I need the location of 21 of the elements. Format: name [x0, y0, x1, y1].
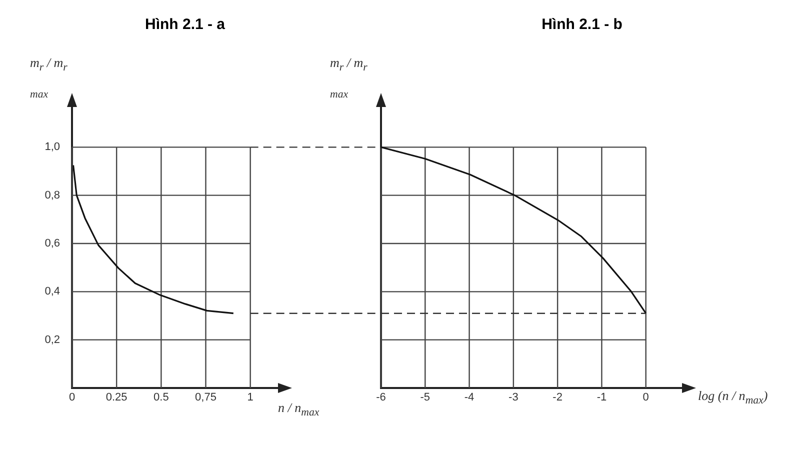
x-tick-label: -6 [376, 392, 386, 404]
x-tick-label: -4 [464, 392, 474, 404]
x-tick-label: -5 [420, 392, 430, 404]
x-tick-label: 1 [247, 392, 254, 404]
x-tick-label: 0 [642, 392, 649, 404]
y-tick-label: 0,2 [44, 334, 60, 346]
y-tick-label: 0,8 [44, 189, 60, 202]
x-tick-label: 0.25 [106, 392, 128, 404]
x-tick-label: 0,75 [195, 392, 216, 404]
chart-title: Hình 2.1 - b [540, 16, 624, 33]
y-tick-label: 1,0 [44, 141, 60, 154]
x-axis-title: log (n / n$_{max}$) [698, 388, 768, 407]
x-tick-label: 0 [68, 392, 76, 404]
y-tick-label: 0,6 [44, 238, 60, 250]
y-tick-label: 0,4 [44, 286, 60, 298]
x-tick-label: -3 [508, 392, 518, 404]
chart-title: Hình 2.1 - a [144, 16, 226, 33]
x-axis-title: n / n$_{max}$ [278, 400, 320, 419]
x-tick-label: -2 [552, 392, 562, 404]
x-tick-label: 0.5 [154, 392, 169, 404]
x-tick-label: -1 [596, 392, 607, 404]
